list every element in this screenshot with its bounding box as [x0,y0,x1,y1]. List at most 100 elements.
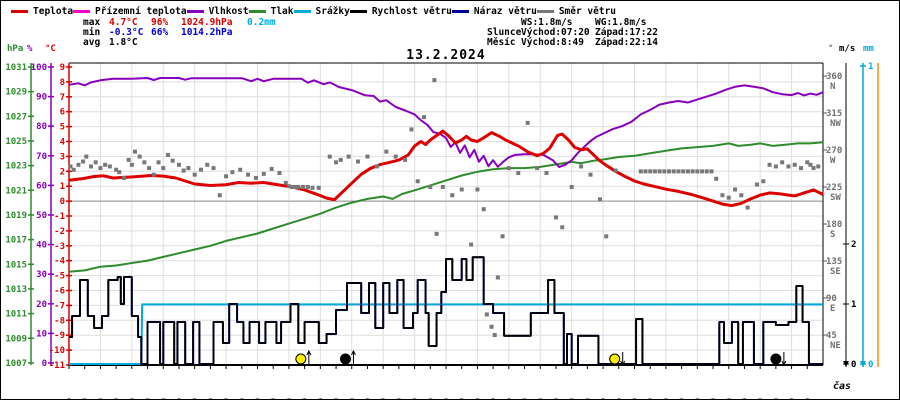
wind-direction-point [217,193,222,198]
wind-direction-point [129,162,134,167]
precipitation-tick-label: 1 [868,62,873,72]
wind-direction-point [198,167,203,172]
wind-direction-point [489,324,494,329]
axis-tick-label: -10 [49,346,65,356]
x-axis-label: 01:30 [112,398,121,400]
axis-tick-label: 1031 [5,63,27,73]
axis-tick-label: 4 [60,138,66,148]
moonset-marker-icon [770,353,782,365]
wind-direction-point [544,171,549,176]
axis-tick-label: -1 [54,212,65,222]
x-axis-label: 05:30 [238,398,247,400]
wind-direction-point [604,234,609,239]
wind-direction-dir-label: W [830,156,836,166]
wind-direction-point [384,149,389,154]
wind-direction-point [269,166,274,171]
wind-direction-point [409,127,414,132]
legend-label: Směr větru [558,6,617,17]
series-tlak-line [68,141,824,273]
x-axis-label: 16:00 [568,398,577,400]
wind-direction-point [132,149,137,154]
wind-direction-point [714,176,719,181]
wind-direction-point [484,312,489,317]
sunrise-marker-icon [295,353,307,365]
wind-direction-point [68,164,73,169]
marker-arrowhead-icon [306,349,312,356]
axis-tick-label: 8 [60,78,65,88]
x-axis-label: 17:00 [599,398,608,400]
wind-direction-point [81,159,86,164]
wind-direction-point [316,185,321,190]
stats-block: max 4.7°C 96% 1024.9hPa 0.2mm min -0.3°C 66% 101… [83,18,289,48]
wind-direction-point [181,168,186,173]
wind-direction-point [685,169,690,174]
wind-direction-point [638,169,643,174]
wind-direction-deg-label: 90 [826,294,837,304]
sun-moon-info: WS:1.8m/s WG:1.8m/s Slunce Východ:07:20 … [487,18,658,48]
axis-tick-label: 30 [36,270,47,280]
wind-direction-point [553,215,558,220]
stats-row-label: min [83,27,101,38]
wind-direction-point [792,162,797,167]
wind-direction-point [103,162,108,167]
wind-direction-point [393,154,398,159]
axis-unit-wind-speed: m/s [839,44,855,54]
legend-label: Srážky [315,6,350,17]
moonrise-marker-icon [339,353,351,365]
x-axis-label: 08:00 [316,398,325,400]
x-axis-label: 02:00 [128,398,137,400]
wind-direction-dir-label: N [830,82,835,92]
wind-direction-deg-label: 180 [826,220,842,230]
series-sr-ky-line [69,303,823,365]
wind-direction-deg-label: 45 [826,331,837,341]
wind-direction-point [165,152,170,157]
legend-swatch-icon [451,10,469,13]
wind-direction-point [403,157,408,162]
axis-tick-label: 5 [60,123,65,133]
wind-direction-point [799,166,804,171]
wind-direction-point [662,169,667,174]
wind-direction-point [356,159,361,164]
wind-direction-deg-label: 135 [826,257,842,267]
x-axis-label: 05:00 [222,398,231,400]
stat-value: 66% [151,27,169,38]
legend-label: Náraz větru [473,6,537,17]
chart-date-title: 13.2.2024 [406,48,486,63]
stat-value: 96% [151,17,169,28]
legend-item-vlhkost: Vlhkost [186,6,249,17]
axis-tick-label: 60 [36,181,47,191]
x-axis-label: 08:30 [332,398,341,400]
x-axis-label: 16:30 [583,398,592,400]
wind-speed-tick-label: 2 [851,240,856,250]
wind-direction-point [588,172,593,177]
wind-direction-point [151,172,156,177]
axis-tick-label: 50 [36,211,47,221]
wind-direction-point [733,187,738,192]
wind-direction-point [767,162,772,167]
wind-direction-point [506,166,511,171]
axis-tick-label: 70 [36,152,47,162]
x-axis-label: 06:30 [269,398,278,400]
wind-direction-point [71,167,76,172]
marker-arrowhead-icon [351,349,356,356]
stat-value: -0.3°C [109,27,144,38]
stats-row-label: avg [83,37,101,48]
wind-direction-deg-label: 270 [826,146,842,156]
legend-item-n-raz-v-tru: Náraz větru [451,6,537,17]
x-axis-label: 01:00 [96,398,105,400]
wind-direction-point [440,184,445,189]
legend-swatch-icon [349,10,367,13]
wind-speed-tick-label: 0 [851,360,856,370]
wind-direction-point [579,164,584,169]
wind-direction-point [230,170,235,175]
x-axis-label: 17:30 [615,398,624,400]
axis-tick-label: 90 [36,93,47,103]
x-axis-label: 22:00 [756,398,765,400]
legend-item-tlak: Tlak [248,6,294,17]
axis-unit-precipitation: mm [863,44,874,54]
wind-direction-point [761,179,766,184]
x-axis-label: 04:30 [206,398,215,400]
x-axis-label: 03:30 [175,398,184,400]
wind-direction-point [88,164,93,169]
stats-row-min: min -0.3°C 66% 1014.2hPa [83,28,289,38]
